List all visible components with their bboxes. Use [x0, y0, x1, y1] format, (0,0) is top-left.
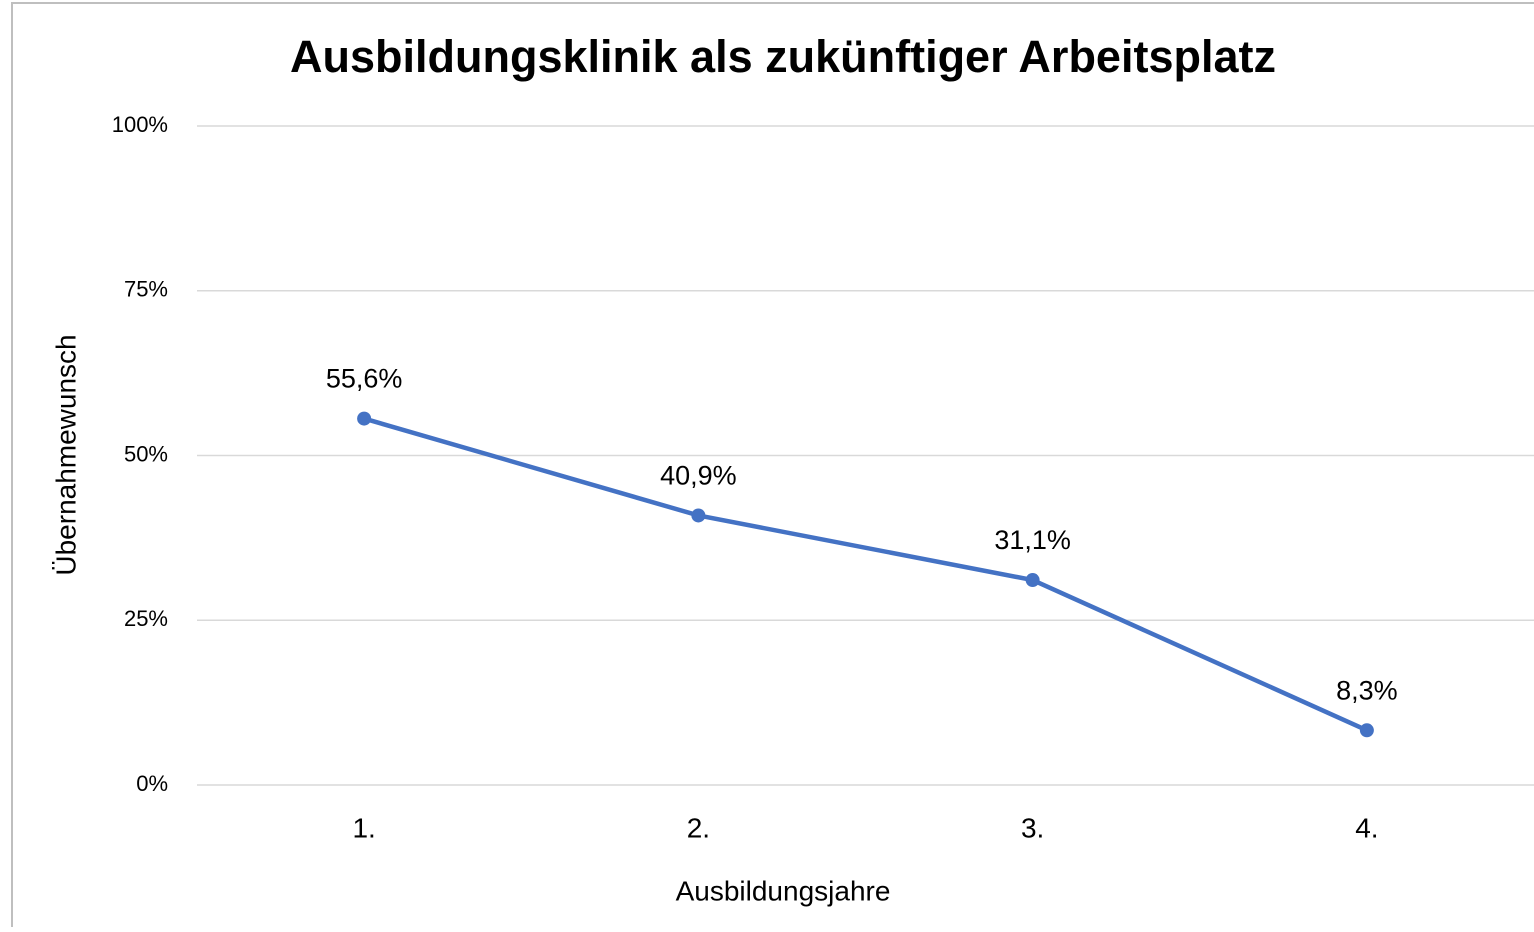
chart-frame [11, 2, 1534, 932]
x-tick-label: 1. [352, 812, 375, 843]
data-label: 31,1% [994, 525, 1071, 555]
y-tick-label: 0% [136, 771, 168, 796]
y-tick-label: 75% [124, 277, 168, 302]
data-label: 8,3% [1336, 675, 1398, 705]
y-axis-label: Übernahmewunsch [50, 334, 81, 575]
marker [691, 508, 706, 523]
marker [1025, 573, 1040, 588]
y-tick-label: 100% [112, 112, 168, 137]
marker [1359, 723, 1374, 738]
y-tick-label: 50% [124, 441, 168, 466]
x-tick-label: 3. [1021, 812, 1044, 843]
x-axis-label: Ausbildungsjahre [676, 875, 891, 906]
line [363, 416, 1368, 733]
chart-title: Ausbildungsklinik als zukünftiger Arbeit… [290, 31, 1276, 82]
x-tick-label: 4. [1355, 812, 1378, 843]
x-tick-label: 2. [687, 812, 710, 843]
y-tick-label: 25% [124, 606, 168, 631]
data-label: 55,6% [326, 364, 403, 394]
marker [357, 411, 372, 426]
data-label: 40,9% [660, 461, 737, 491]
